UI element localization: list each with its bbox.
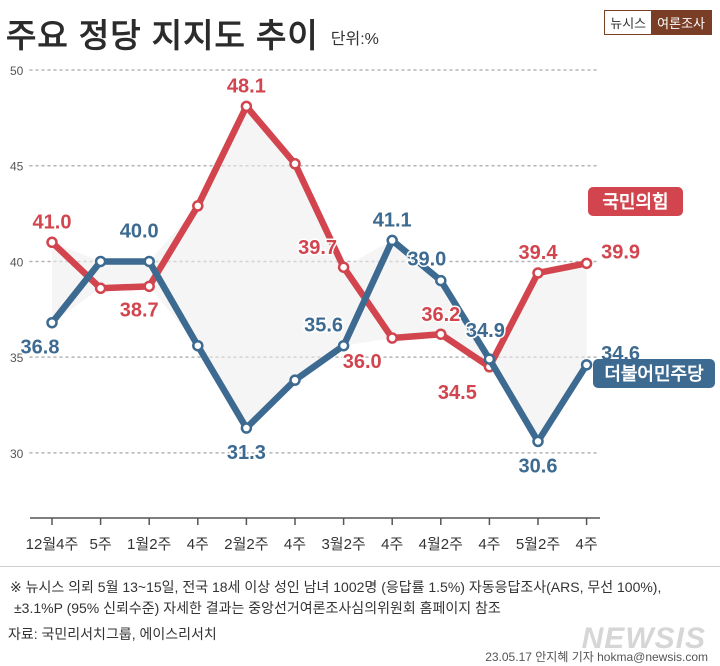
y-tick-label: 50 [10,64,24,78]
data-point [94,282,107,295]
data-point [337,261,350,273]
x-tick-label: 4주 [381,536,403,553]
data-point [580,359,593,371]
logo-poll: 여론조사 [651,11,711,34]
x-tick-label: 4주 [478,536,500,553]
legend-box-0 [588,187,683,216]
x-tick-label: 1월2주 [127,536,171,553]
data-label-ppp: 36.0 [343,351,382,373]
x-tick-label: 12월4주 [26,536,79,553]
x-tick-label: 4주 [187,536,209,553]
data-point [46,236,58,249]
data-point [386,234,398,247]
x-tick-label: 4주 [284,536,306,553]
x-tick-label: 2월2주 [224,536,268,553]
y-tick-label: 35 [10,351,24,365]
data-point [337,339,350,352]
legend-label: 국민의힘 [602,192,668,212]
data-point [435,274,447,287]
data-point [240,422,253,434]
data-point [240,100,253,113]
divider [0,566,720,567]
y-tick-label: 40 [10,255,24,269]
data-label-ppp: 36.2 [421,304,460,326]
x-tick-label: 4월2주 [419,536,463,553]
x-tick-label: 5주 [90,536,112,553]
data-label-ppp: 34.5 [438,382,477,404]
data-label-ppp: 38.7 [120,299,159,321]
newsis-watermark: NEWSIS [581,622,706,655]
data-point [289,158,301,170]
data-label-dpk: 34.9 [466,320,505,342]
data-point [289,374,301,386]
data-point [192,200,204,212]
data-label-ppp: 39.9 [601,241,640,263]
footnote-line1: ※ 뉴시스 의뢰 5월 13~15일, 전국 18세 이상 성인 남녀 1002… [10,579,662,595]
data-label-dpk: 40.0 [120,220,159,242]
data-label-dpk: 36.8 [21,337,60,359]
data-point [94,255,107,268]
data-label-ppp: 39.4 [519,242,559,264]
data-label-dpk: 31.3 [227,442,266,464]
source-text: 자료: 국민리서치그룹, 에이스리서치 [8,626,217,642]
data-point [143,280,155,293]
data-point [435,328,447,340]
series-line-1 [48,237,590,445]
logo-newsis: 뉴시스 [605,11,652,34]
title-row: 주요 정당 지지도 추이 단위:% [6,4,379,52]
data-point [386,332,398,344]
data-point [532,267,544,279]
gap-band [52,106,587,442]
data-point [532,435,544,448]
data-point [46,316,58,329]
y-tick-label: 45 [10,160,24,174]
x-tick-label: 5월2주 [516,536,560,553]
data-label-dpk: 41.1 [373,209,412,231]
newsis-poll-logo: 뉴시스 여론조사 [604,10,712,35]
footnote-line2: ±3.1%P (95% 신뢰수준) 자세한 결과는 중앙선거여론조사심의위원회 … [14,600,501,616]
data-label-ppp: 48.1 [227,75,266,97]
x-tick-label: 3월2주 [321,536,365,553]
data-point [192,339,204,352]
data-label-dpk: 35.6 [304,315,343,337]
data-label-dpk: 30.6 [519,455,558,477]
credit-text: 23.05.17 안지혜 기자 hokma@newsis.com [485,650,708,664]
series-line-0 [48,103,590,371]
data-label-ppp: 39.7 [298,237,337,259]
chart-title: 주요 정당 지지도 추이 [6,17,319,54]
data-label-dpk: 39.0 [407,249,446,271]
x-tick-label: 4주 [576,536,598,553]
data-point [483,353,496,365]
data-label-ppp: 41.0 [33,211,72,233]
line-chart: 50 45 40 35 30 12월4주 5주 1월2주 4주 2월2주 4주 3월2주 4주 4월2주 4… [10,64,715,553]
legend-box-1 [593,359,715,388]
legend-label: 더불어민주당 [604,364,704,384]
data-point [143,255,155,268]
unit-label: 단위:% [330,31,379,48]
y-tick-label: 30 [10,447,24,461]
data-point [580,257,593,270]
